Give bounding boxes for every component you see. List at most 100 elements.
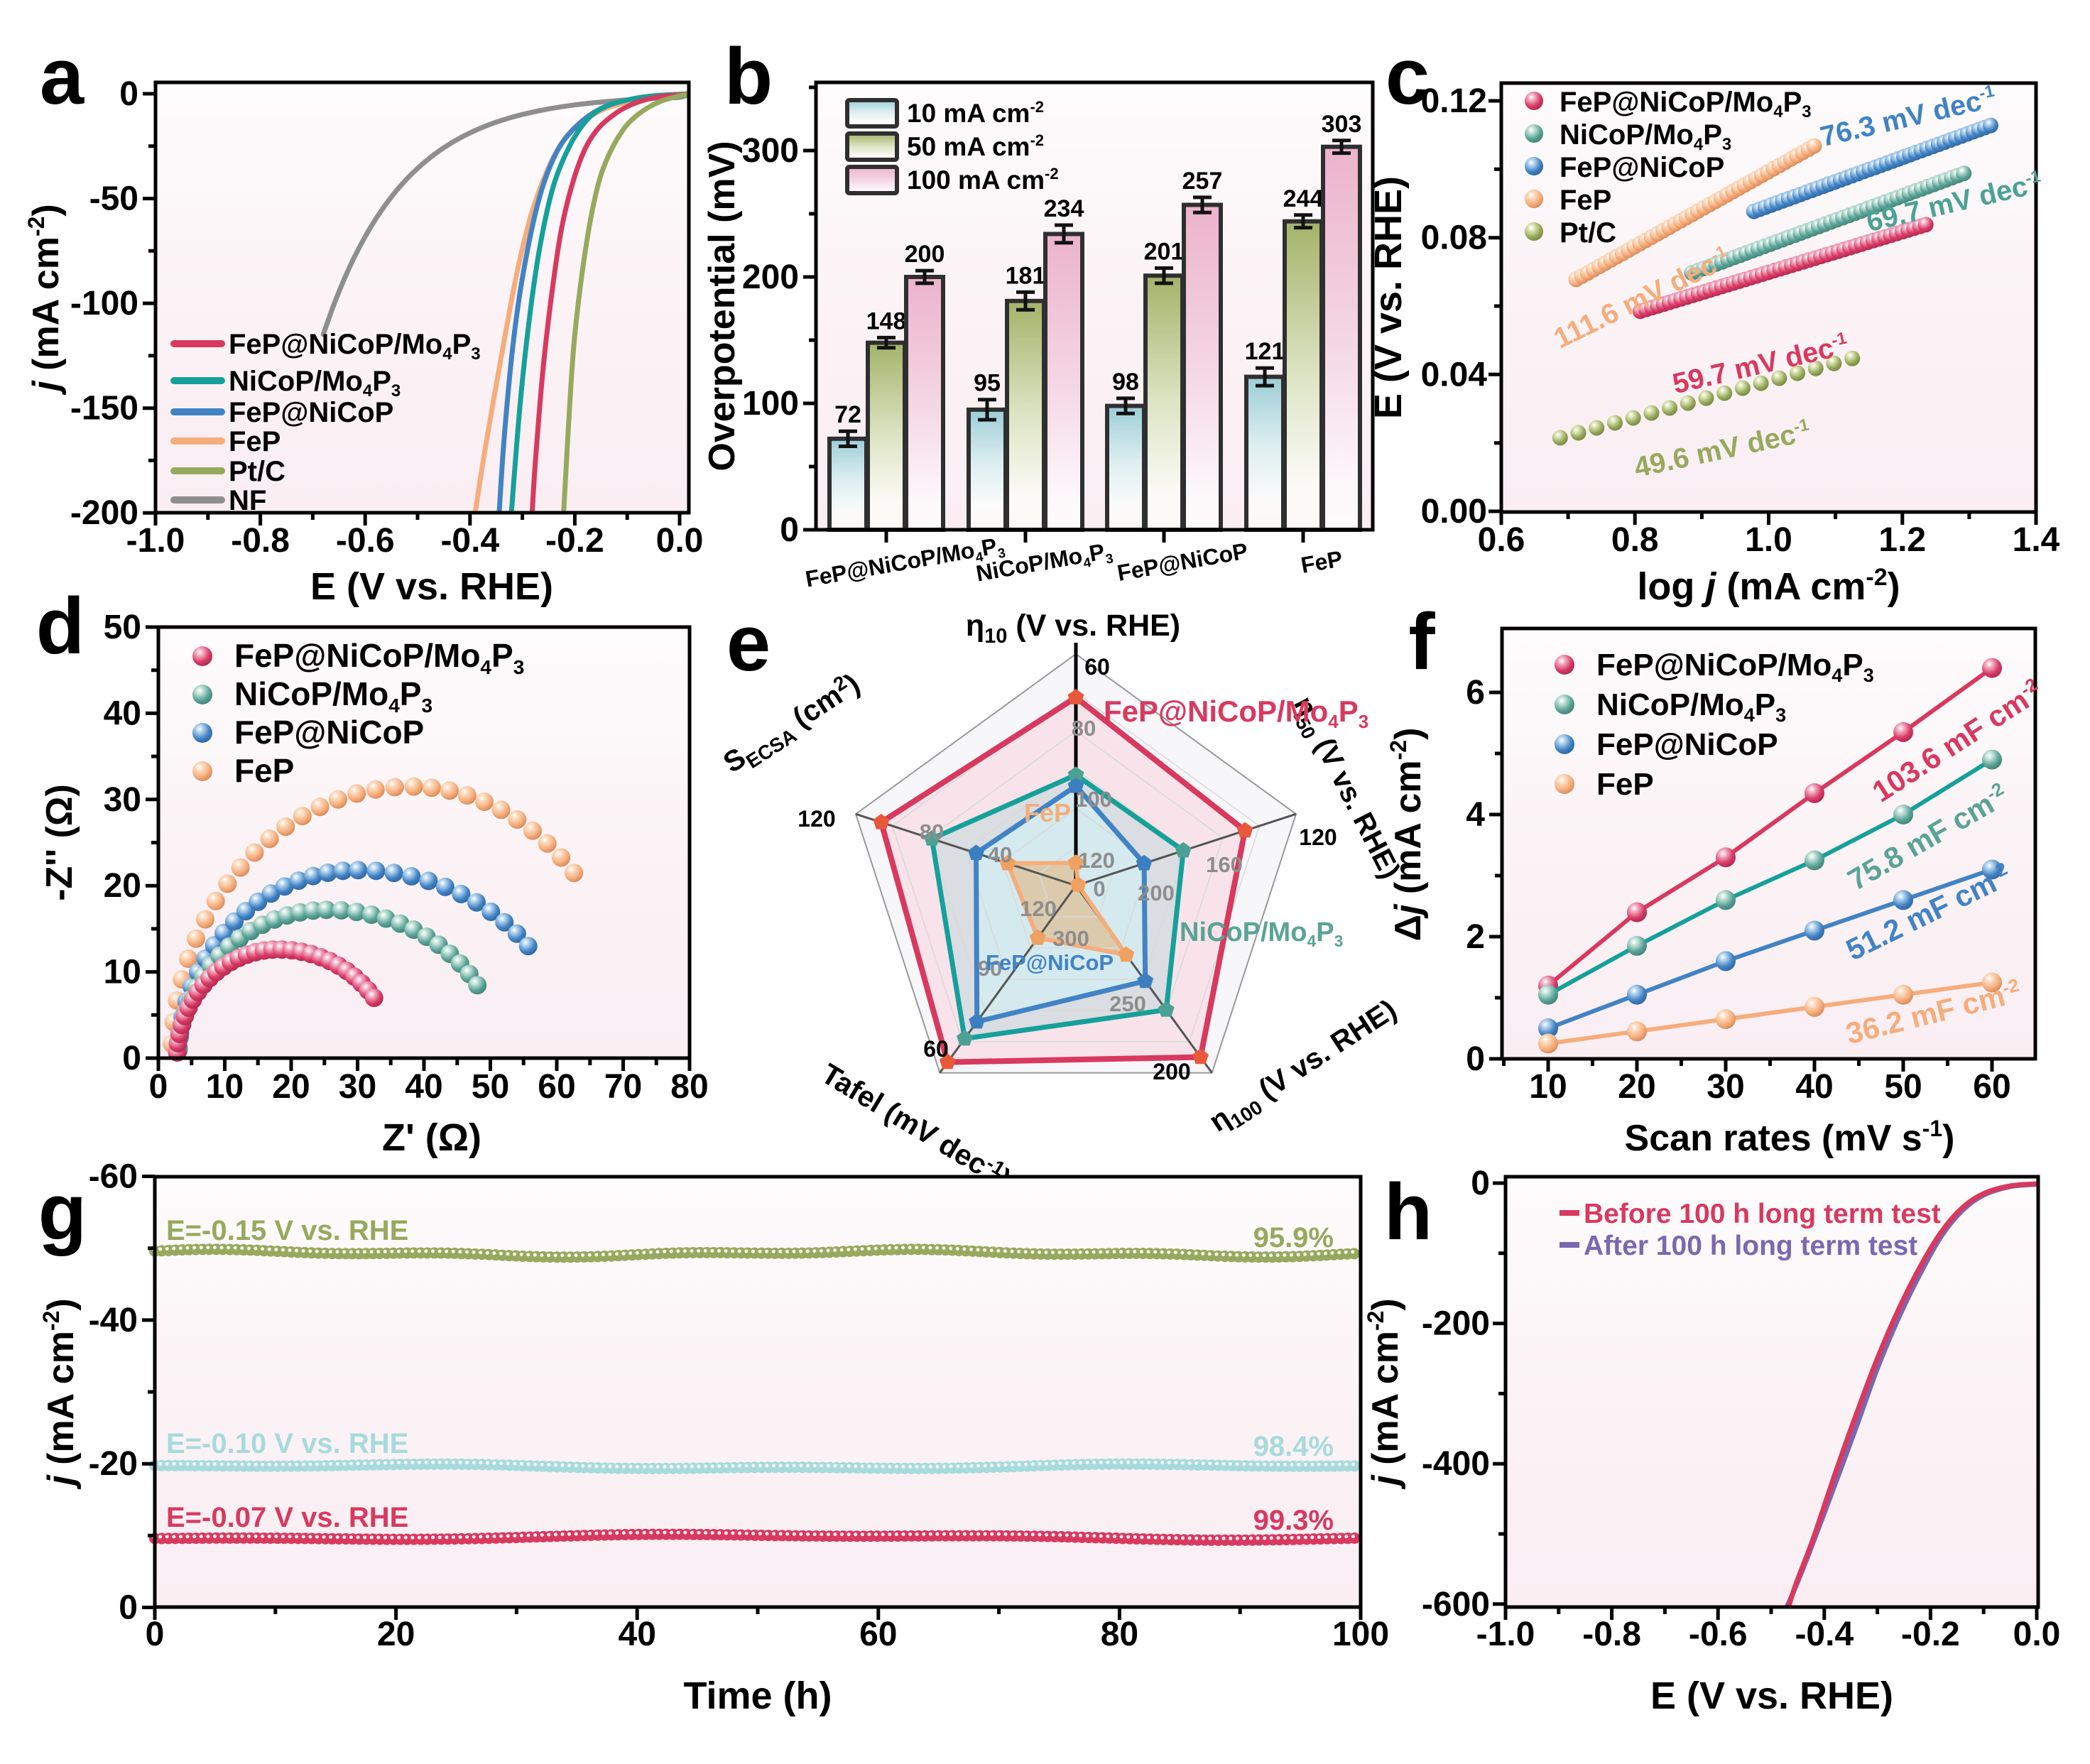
svg-text:-200: -200 <box>1422 1305 1490 1343</box>
svg-text:Overpotential (mV): Overpotential (mV) <box>702 141 743 471</box>
svg-text:200: 200 <box>1138 881 1175 905</box>
svg-text:NiCoP/Mo4​P3​: NiCoP/Mo4​P3​ <box>1560 119 1731 154</box>
svg-text:200: 200 <box>1153 1059 1190 1084</box>
svg-text:0: 0 <box>119 1589 138 1627</box>
svg-text:0: 0 <box>119 75 138 113</box>
svg-text:60: 60 <box>1973 1068 2010 1106</box>
svg-text:j (mA cm-2​): j (mA cm-2​) <box>1363 1298 1406 1489</box>
svg-text:181: 181 <box>1006 262 1046 289</box>
svg-text:2: 2 <box>1466 918 1485 956</box>
svg-text:100: 100 <box>742 385 799 423</box>
svg-text:6: 6 <box>1466 674 1485 712</box>
svg-text:50: 50 <box>1884 1068 1922 1106</box>
svg-text:FeP@NiCoP: FeP@NiCoP <box>986 950 1114 975</box>
svg-text:FeP@NiCoP: FeP@NiCoP <box>229 397 393 428</box>
svg-text:1.2: 1.2 <box>1878 521 1926 559</box>
svg-text:160: 160 <box>1206 852 1243 877</box>
svg-text:0.04: 0.04 <box>1421 356 1488 393</box>
svg-text:120: 120 <box>1299 824 1337 850</box>
svg-text:E=-0.10 V vs. RHE: E=-0.10 V vs. RHE <box>166 1428 408 1459</box>
svg-text:g: g <box>38 1167 87 1256</box>
svg-text:99.3%: 99.3% <box>1253 1505 1334 1536</box>
svg-text:FeP@NiCoP: FeP@NiCoP <box>1560 152 1724 183</box>
svg-text:FeP@NiCoP: FeP@NiCoP <box>234 714 424 751</box>
svg-text:0.12: 0.12 <box>1421 82 1487 120</box>
svg-text:FeP: FeP <box>1024 798 1071 827</box>
svg-text:-600: -600 <box>1422 1586 1490 1623</box>
svg-text:1.0: 1.0 <box>1745 521 1792 559</box>
svg-text:95: 95 <box>974 370 1001 397</box>
svg-text:10: 10 <box>206 1068 244 1106</box>
svg-text:FeP@NiCoP: FeP@NiCoP <box>1596 727 1778 762</box>
svg-text:80: 80 <box>920 820 944 844</box>
svg-text:E (V vs. RHE): E (V vs. RHE) <box>1650 1675 1893 1717</box>
svg-text:0.00: 0.00 <box>1421 493 1487 530</box>
svg-text:60: 60 <box>538 1068 575 1106</box>
svg-text:10: 10 <box>104 954 141 991</box>
svg-text:120: 120 <box>1020 896 1057 921</box>
svg-text:0: 0 <box>1471 1165 1490 1202</box>
svg-text:FeP: FeP <box>1560 185 1611 216</box>
svg-text:40: 40 <box>619 1616 656 1653</box>
svg-text:95.9%: 95.9% <box>1253 1222 1334 1253</box>
svg-text:100: 100 <box>1075 787 1112 812</box>
svg-text:100: 100 <box>1332 1616 1389 1653</box>
svg-text:-0.2: -0.2 <box>545 522 604 560</box>
svg-text:0.0: 0.0 <box>656 522 704 560</box>
svg-text:90: 90 <box>978 956 1002 981</box>
svg-text:NiCoP/Mo4​P3​: NiCoP/Mo4​P3​ <box>1596 687 1786 726</box>
svg-text:b: b <box>724 32 773 121</box>
svg-text:40: 40 <box>1795 1068 1833 1106</box>
svg-text:257: 257 <box>1182 168 1223 195</box>
svg-text:303: 303 <box>1322 111 1362 138</box>
svg-text:c: c <box>1386 32 1430 121</box>
svg-text:10: 10 <box>1529 1068 1567 1106</box>
svg-text:-100: -100 <box>70 285 138 322</box>
svg-text:30: 30 <box>104 781 141 819</box>
svg-text:20: 20 <box>377 1616 415 1653</box>
svg-text:FeP@NiCoP/Mo4​P3​: FeP@NiCoP/Mo4​P3​ <box>229 329 481 364</box>
svg-text:-0.6: -0.6 <box>336 522 395 560</box>
svg-text:Δj (mA cm-2​): Δj (mA cm-2​) <box>1386 728 1429 942</box>
svg-text:-200: -200 <box>70 494 138 532</box>
svg-text:20: 20 <box>104 867 141 905</box>
svg-text:120: 120 <box>798 806 835 832</box>
svg-text:f: f <box>1408 597 1435 686</box>
svg-text:E=-0.15 V vs. RHE: E=-0.15 V vs. RHE <box>166 1215 408 1246</box>
svg-text:After 100 h long term test: After 100 h long term test <box>1584 1231 1917 1261</box>
svg-text:-0.4: -0.4 <box>1795 1616 1854 1653</box>
svg-text:E (V vs. RHE): E (V vs. RHE) <box>310 565 553 608</box>
svg-text:0: 0 <box>146 1616 165 1653</box>
svg-text:120: 120 <box>1078 848 1115 873</box>
svg-text:Before 100 h long term test: Before 100 h long term test <box>1584 1199 1941 1229</box>
svg-text:log j (mA cm-2​): log j (mA cm-2​) <box>1637 564 1900 608</box>
svg-text:-0.8: -0.8 <box>231 522 290 560</box>
svg-text:50: 50 <box>104 609 141 646</box>
svg-text:E (V vs. RHE): E (V vs. RHE) <box>1367 176 1410 419</box>
svg-text:FeP: FeP <box>234 752 294 789</box>
svg-text:FeP: FeP <box>1596 767 1654 802</box>
svg-text:Time (h): Time (h) <box>683 1675 832 1717</box>
svg-text:Z' (Ω): Z' (Ω) <box>382 1116 481 1159</box>
svg-text:250: 250 <box>1109 991 1146 1016</box>
svg-text:NiCoP/Mo4​P3​: NiCoP/Mo4​P3​ <box>1180 918 1343 950</box>
svg-text:200: 200 <box>742 258 799 296</box>
svg-text:0.08: 0.08 <box>1421 219 1487 257</box>
svg-text:-40: -40 <box>89 1302 138 1339</box>
svg-text:Pt/C: Pt/C <box>1560 217 1616 249</box>
svg-text:4: 4 <box>1466 796 1485 834</box>
svg-text:201: 201 <box>1144 239 1185 266</box>
svg-text:0: 0 <box>1466 1040 1485 1078</box>
svg-text:10 mA cm-2​: 10 mA cm-2​ <box>907 98 1044 128</box>
svg-text:80: 80 <box>670 1068 708 1106</box>
svg-text:0: 0 <box>1093 876 1105 901</box>
svg-text:121: 121 <box>1245 338 1285 365</box>
svg-text:Tafel (mV dec-1​): Tafel (mV dec-1​) <box>816 1056 1018 1196</box>
svg-text:FeP@NiCoP/Mo4​P3​: FeP@NiCoP/Mo4​P3​ <box>234 637 524 678</box>
svg-text:60: 60 <box>1084 654 1110 680</box>
svg-text:a: a <box>40 32 85 121</box>
svg-text:FeP@NiCoP: FeP@NiCoP <box>1115 538 1249 586</box>
svg-text:0: 0 <box>780 511 799 549</box>
svg-text:300: 300 <box>742 132 799 170</box>
svg-text:Scan rates (mV s-1​): Scan rates (mV s-1​) <box>1625 1116 1955 1159</box>
